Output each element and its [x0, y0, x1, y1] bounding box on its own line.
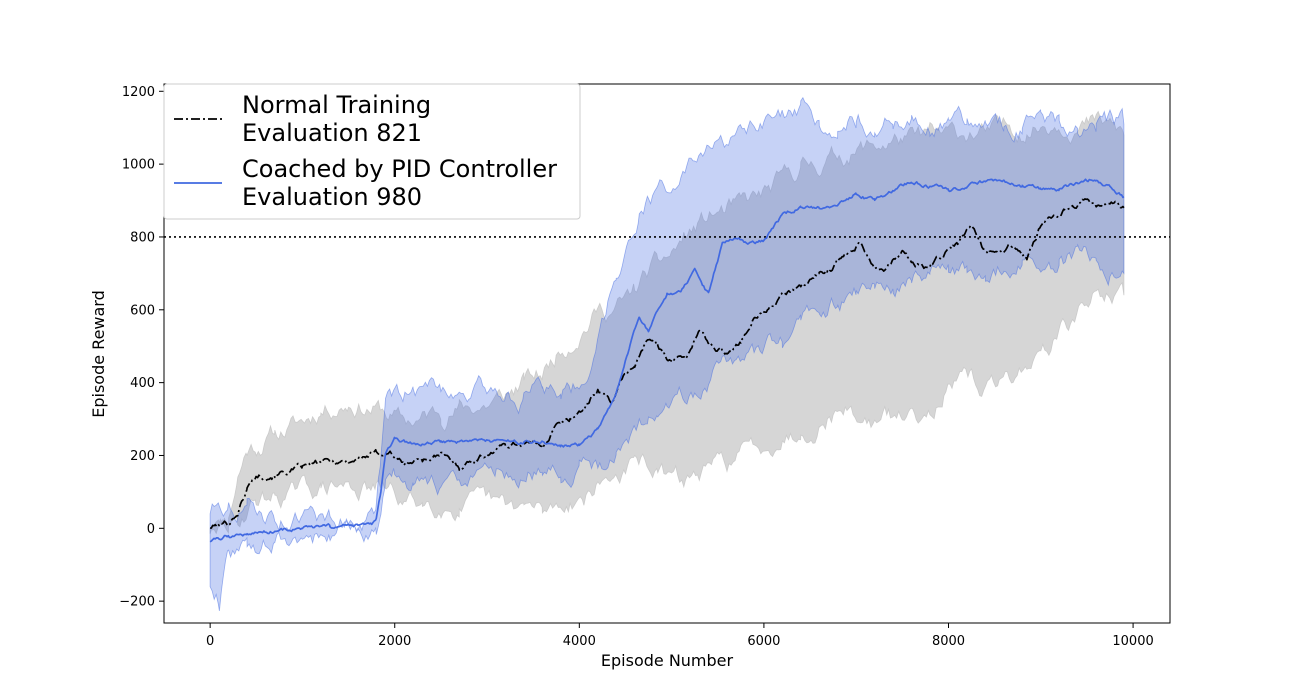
plot-frame — [163, 83, 1171, 624]
y-tick-label: 1000 — [122, 158, 155, 173]
x-tick-label: 4000 — [563, 634, 596, 649]
line-normal-training — [209, 198, 1125, 530]
y-axis: −200 0 200 400 600 800 1000 1200 — [119, 85, 164, 610]
y-tick-label: 600 — [130, 303, 155, 318]
line-coached-by-pid-controller — [209, 178, 1125, 543]
x-axis: 0 2000 4000 6000 8000 10000 — [206, 623, 1154, 649]
x-tick-label: 2000 — [378, 634, 411, 649]
x-tick-label: 8000 — [932, 634, 965, 649]
x-axis-label: Episode Number — [601, 651, 734, 670]
legend-label-normal-training-line-2: Evaluation 821 — [242, 119, 422, 147]
x-tick-label: 10000 — [1112, 634, 1153, 649]
band-coached-by-pid-controller — [209, 96, 1125, 611]
x-tick-label: 6000 — [747, 634, 780, 649]
legend-label-coached-pid-line-1: Coached by PID Controller — [242, 155, 557, 183]
y-tick-label: 200 — [130, 449, 155, 464]
y-tick-label: 800 — [130, 230, 155, 245]
legend-box — [163, 83, 581, 220]
y-tick-label: 400 — [130, 376, 155, 391]
y-tick-label: 0 — [147, 522, 155, 537]
y-axis-label: Episode Reward — [89, 290, 108, 418]
confidence-bands — [209, 96, 1125, 611]
legend: Normal Training Evaluation 821 Coached b… — [163, 83, 581, 220]
legend-label-coached-pid-line-2: Evaluation 980 — [242, 183, 422, 211]
y-tick-label: −200 — [119, 595, 155, 610]
x-tick-label: 0 — [206, 634, 214, 649]
plot-area — [164, 96, 1170, 611]
series-lines — [209, 178, 1125, 543]
y-tick-label: 1200 — [122, 85, 155, 100]
legend-label-normal-training-line-1: Normal Training — [242, 91, 431, 119]
band-normal-training — [209, 110, 1125, 535]
